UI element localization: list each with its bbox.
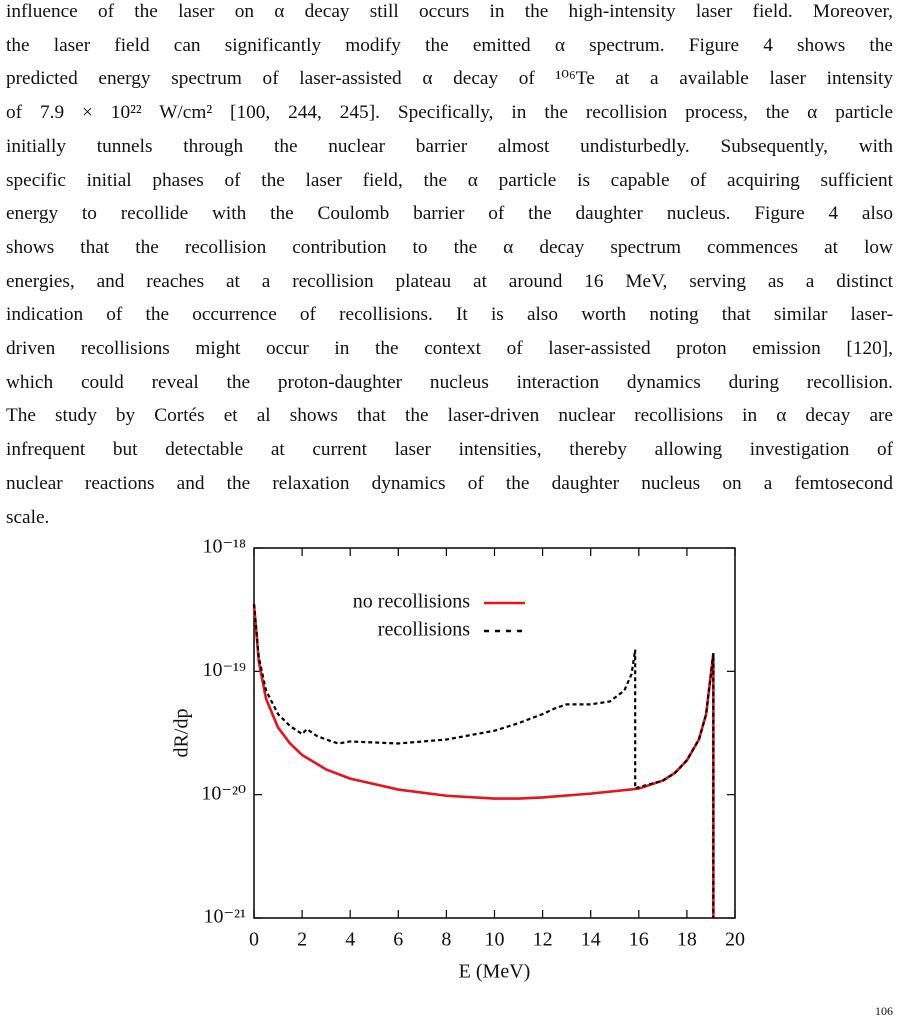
x-tick-label: 20 — [725, 929, 745, 951]
text-line: nuclear reactions and the relaxation dyn… — [6, 472, 893, 494]
text-line: specific initial phases of the laser fie… — [6, 169, 893, 191]
y-axis-label: dR/dp — [171, 709, 193, 758]
x-tick-label: 18 — [677, 929, 697, 951]
series-line — [252, 604, 715, 918]
x-tick-label: 0 — [249, 929, 259, 951]
text-line: driven recollisions might occur in the c… — [6, 338, 893, 359]
x-tick-label: 6 — [393, 929, 403, 951]
x-axis-label: E (MeV) — [459, 961, 531, 983]
y-tick-label: 10⁻²¹ — [203, 906, 246, 928]
x-tick-label: 2 — [297, 929, 307, 951]
legend-label: no recollisions — [353, 591, 470, 613]
text-line: which could reveal the proton-daughter n… — [6, 371, 893, 393]
x-tick-label: 12 — [533, 929, 553, 951]
x-tick-label: 8 — [441, 929, 451, 951]
x-tick-label: 14 — [581, 929, 601, 951]
y-tick-label: 10⁻¹⁹ — [202, 659, 246, 681]
text-line: indication of the occurrence of recollis… — [6, 304, 893, 326]
text-line: initially tunnels through the nuclear ba… — [6, 135, 893, 157]
text-line: shows that the recollision contribution … — [6, 236, 893, 258]
series-line — [252, 604, 715, 918]
caption-fragment: 106 — [875, 1004, 893, 1018]
text-line: The study by Cortés et al shows that the… — [6, 405, 893, 427]
text-line: scale. — [6, 506, 50, 528]
text-line: predicted energy spectrum of laser-assis… — [6, 68, 893, 90]
text-line: energies, and reaches at a recollision p… — [6, 270, 893, 292]
chart: 0 2 4 6 8 10 12 14 16 18 20 10⁻²¹ 10⁻²⁰ 10⁻¹⁹ 10⁻¹⁸ E (… — [171, 536, 745, 983]
y-tick-label: 10⁻²⁰ — [201, 782, 246, 804]
y-tick-label: 10⁻¹⁸ — [202, 536, 246, 558]
x-tick-label: 16 — [629, 929, 649, 951]
text-line: energy to recollide with the Coulomb bar… — [6, 203, 893, 225]
text-line: the laser field can significantly modify… — [6, 34, 893, 56]
x-tick-label: 10 — [485, 929, 505, 951]
text-line: of 7.9 × 10²² W/cm² [100, 244, 245]. Spe… — [6, 102, 893, 124]
legend-label: recollisions — [378, 619, 470, 641]
text-line: infrequent but detectable at current las… — [6, 439, 893, 461]
x-tick-label: 4 — [345, 929, 355, 951]
text-line: influence of the laser on α decay still … — [6, 1, 893, 22]
